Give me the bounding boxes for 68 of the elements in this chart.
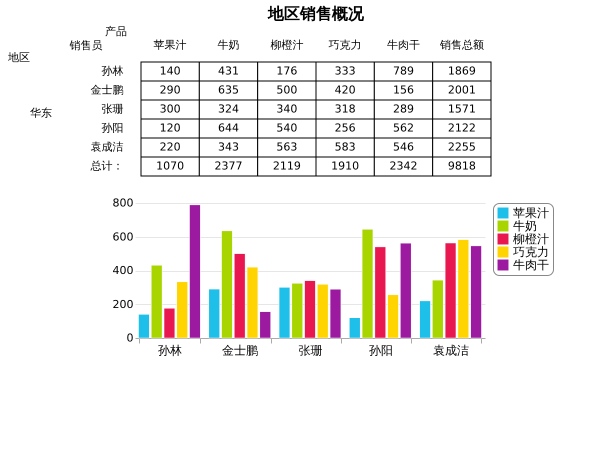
data-label: 333: [334, 64, 356, 78]
data-label: 289: [393, 102, 414, 116]
text: 产品: [105, 25, 127, 38]
legend-label: 柳橙汁: [513, 232, 549, 246]
x-tick-label: 孙林: [158, 344, 182, 358]
y-tick-label: 800: [112, 196, 134, 210]
x-tick-label: 销售总额: [438, 38, 484, 52]
x-tick-label: 牛肉干: [387, 38, 420, 52]
data-label: 220: [160, 140, 181, 154]
data-label: 562: [393, 122, 414, 134]
data-label: 2255: [448, 140, 476, 154]
data-label: 343: [218, 140, 239, 154]
y-tick-label: 400: [112, 264, 134, 277]
y-tick-label: 金士鹏: [90, 84, 124, 96]
data-label: 156: [393, 84, 414, 96]
data-label: 546: [393, 140, 414, 154]
legend-label: 牛肉干: [513, 258, 549, 272]
data-label: 500: [276, 84, 298, 96]
y-tick-label: 孙林: [102, 64, 124, 78]
y-tick-label: 袁成洁: [90, 140, 124, 154]
legend-label: 牛奶: [513, 219, 537, 233]
y-tick-label: 张珊: [102, 102, 124, 116]
text: 销售员: [68, 39, 102, 52]
data-label: 789: [393, 64, 414, 78]
y-tick-label: 总计：: [90, 160, 124, 172]
data-label: 318: [334, 102, 356, 116]
data-label: 324: [218, 102, 239, 116]
data-label: 340: [276, 102, 298, 116]
x-tick-label: 巧克力: [328, 38, 362, 52]
data-label: 140: [160, 64, 181, 78]
data-label: 290: [160, 84, 181, 96]
data-label: 1070: [156, 160, 184, 172]
data-label: 2342: [390, 160, 418, 172]
legend-label: 巧克力: [513, 245, 549, 259]
data-label: 2001: [448, 84, 476, 96]
data-label: 540: [276, 122, 298, 134]
x-tick-label: 袁成洁: [433, 344, 470, 358]
data-label: 300: [160, 102, 181, 116]
data-label: 2377: [214, 160, 242, 172]
text: 地区: [7, 51, 30, 64]
data-label: 120: [160, 122, 181, 134]
data-label: 1910: [331, 160, 360, 172]
data-label: 176: [276, 64, 298, 78]
x-tick-label: 张珊: [298, 344, 322, 358]
x-tick-label: 牛奶: [218, 38, 240, 52]
data-label: 431: [218, 64, 239, 78]
data-label: 635: [218, 84, 239, 96]
data-label: 563: [276, 140, 298, 154]
data-label: 2122: [448, 122, 476, 134]
data-label: 644: [218, 122, 239, 134]
text: 华东: [30, 106, 52, 120]
x-tick-label: 柳橙汁: [270, 38, 304, 52]
data-label: 583: [334, 140, 356, 154]
y-tick-label: 200: [112, 298, 134, 311]
legend-label: 苹果汁: [513, 206, 549, 220]
x-tick-label: 金士鹏: [222, 344, 258, 358]
data-label: 1571: [448, 102, 476, 116]
x-tick-label: 孙阳: [368, 344, 393, 358]
y-tick-label: 0: [126, 332, 134, 344]
data-label: 420: [334, 84, 356, 96]
data-label: 9818: [448, 160, 476, 172]
chart-title: 地区销售概况: [267, 4, 365, 23]
y-tick-label: 600: [112, 230, 134, 244]
y-tick-label: 孙阳: [102, 122, 124, 134]
data-label: 2119: [272, 160, 301, 172]
x-tick-label: 苹果汁: [154, 38, 187, 52]
data-label: 1869: [448, 64, 476, 78]
data-label: 256: [334, 122, 356, 134]
